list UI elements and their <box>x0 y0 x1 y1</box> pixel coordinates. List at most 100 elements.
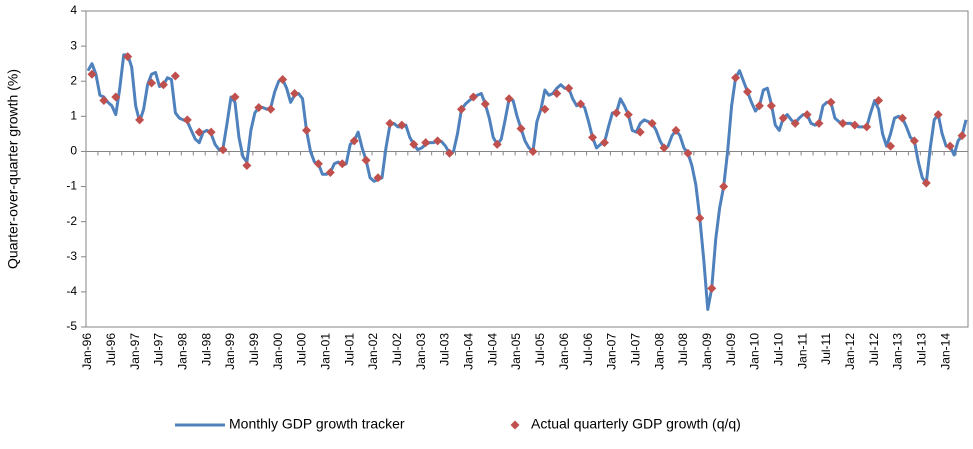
quarter-marker <box>182 115 192 125</box>
quarter-marker <box>480 99 490 109</box>
quarter-marker <box>635 127 645 137</box>
quarter-marker <box>325 168 335 178</box>
quarter-marker <box>862 122 872 132</box>
y-tick-label: 4 <box>70 3 77 17</box>
quarter-marker <box>731 73 741 83</box>
legend-label: Actual quarterly GDP growth (q/q) <box>531 416 741 432</box>
x-tick-label: Jan-02 <box>366 333 380 370</box>
quarter-marker <box>647 118 657 128</box>
y-axis-title: Quarter-over-quarter growth (%) <box>5 69 21 269</box>
quarter-marker <box>361 155 371 165</box>
y-tick-label: -1 <box>66 179 77 193</box>
x-tick-label: Jul-07 <box>628 333 642 366</box>
quarter-marker <box>933 110 943 120</box>
quarter-marker <box>397 120 407 130</box>
x-tick-label: Jul-10 <box>771 333 785 366</box>
x-tick-label: Jan-00 <box>271 333 285 370</box>
quarter-marker <box>170 71 180 81</box>
quarter-marker <box>897 113 907 123</box>
quarter-marker <box>278 74 288 84</box>
quarter-marker <box>433 136 443 146</box>
quarter-marker <box>230 92 240 102</box>
x-tick-label: Jan-04 <box>462 333 476 370</box>
x-tick-label: Jul-99 <box>247 333 261 366</box>
x-tick-label: Jan-08 <box>652 333 666 370</box>
quarter-marker <box>468 92 478 102</box>
tracker-line <box>86 53 968 311</box>
legend-swatch <box>510 420 520 430</box>
y-tick-label: -5 <box>66 319 77 333</box>
quarter-marker <box>313 159 323 169</box>
x-tick-label: Jan-13 <box>891 333 905 370</box>
x-tick-label: Jul-12 <box>867 333 881 366</box>
y-tick-label: 0 <box>70 144 77 158</box>
x-tick-label: Jul-08 <box>676 333 690 366</box>
quarter-marker <box>456 104 466 114</box>
quarter-marker <box>373 173 383 183</box>
x-tick-label: Jan-98 <box>176 333 190 370</box>
quarter-marker <box>683 148 693 158</box>
quarter-marker <box>218 145 228 155</box>
quarter-marker <box>671 125 681 135</box>
x-tick-label: Jan-10 <box>748 333 762 370</box>
quarter-marker <box>754 101 764 111</box>
x-tick-label: Jul-97 <box>152 333 166 366</box>
quarter-marker <box>909 136 919 146</box>
x-tick-label: Jan-11 <box>795 333 809 369</box>
quarter-marker <box>302 125 311 135</box>
quarter-marker <box>588 132 598 142</box>
legend-label: Monthly GDP growth tracker <box>229 416 405 432</box>
quarter-marker <box>445 148 455 158</box>
quarter-marker <box>206 127 216 137</box>
quarter-marker <box>540 104 550 114</box>
x-tick-label: Jan-96 <box>80 333 94 370</box>
quarter-marker <box>242 160 252 170</box>
quarter-marker <box>337 159 347 169</box>
x-tick-label: Jul-13 <box>914 333 928 366</box>
quarter-marker <box>349 136 359 146</box>
quarter-marker <box>409 139 419 149</box>
x-tick-label: Jan-99 <box>223 333 237 370</box>
quarter-marker <box>623 110 633 120</box>
x-tick-label: Jul-06 <box>581 333 595 366</box>
quarter-marker <box>743 87 752 97</box>
x-tick-label: Jul-96 <box>104 333 118 366</box>
quarter-marker <box>111 92 121 102</box>
x-tick-label: Jan-06 <box>557 333 571 370</box>
quarter-marker <box>695 213 705 223</box>
quarter-marker <box>945 141 955 151</box>
quarter-marker <box>135 115 145 125</box>
quarter-marker <box>886 141 896 151</box>
quarter-marker <box>957 131 967 141</box>
quarter-marker <box>814 118 824 128</box>
quarter-marker <box>659 143 669 153</box>
quarter-marker <box>826 97 836 107</box>
y-tick-label: 1 <box>70 109 77 123</box>
x-tick-label: Jan-09 <box>700 333 714 370</box>
quarter-marker <box>504 94 514 104</box>
y-tick-label: -2 <box>66 214 77 228</box>
x-tick-label: Jul-04 <box>485 333 499 366</box>
quarter-marker <box>99 96 109 106</box>
quarter-marker <box>194 127 204 137</box>
quarter-marker <box>921 178 931 188</box>
quarter-marker <box>766 101 776 111</box>
quarter-marker <box>778 113 788 123</box>
quarter-marker <box>874 96 884 106</box>
quarter-marker <box>707 283 717 293</box>
quarter-marker <box>552 89 562 99</box>
quarter-marker <box>254 103 264 113</box>
quarter-marker <box>838 118 848 128</box>
quarter-marker <box>290 89 300 99</box>
quarter-marker <box>599 138 609 148</box>
quarter-marker <box>611 108 621 118</box>
y-tick-label: 3 <box>70 38 77 52</box>
y-tick-label: 2 <box>70 73 77 87</box>
quarter-marker <box>87 69 97 79</box>
quarter-marker <box>790 118 800 128</box>
x-tick-label: Jan-05 <box>509 333 523 370</box>
x-tick-label: Jul-01 <box>342 333 356 366</box>
quarter-marker <box>576 99 586 109</box>
y-tick-label: -3 <box>66 249 77 263</box>
